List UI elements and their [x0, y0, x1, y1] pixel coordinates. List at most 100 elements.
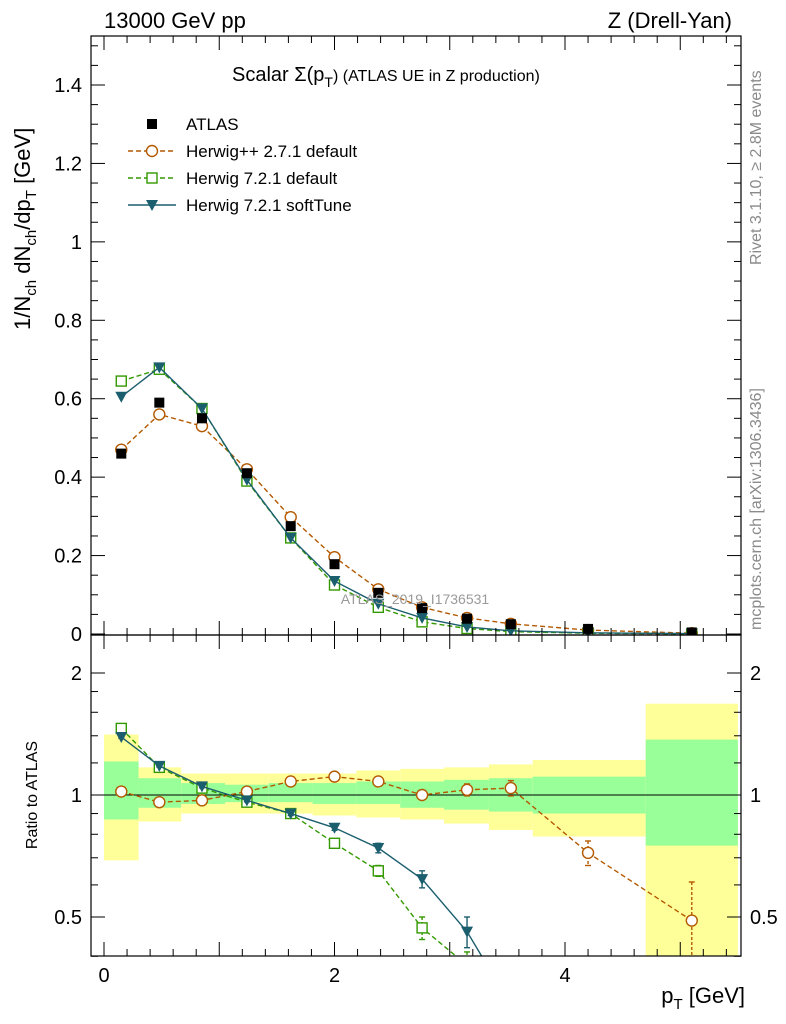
main-point	[115, 391, 128, 403]
main-y-tick-label: 1.4	[54, 75, 82, 97]
ratio-point	[115, 722, 127, 735]
main-point	[154, 397, 165, 408]
main-y-tick-label: 0	[71, 624, 82, 646]
ratio-point	[115, 785, 128, 798]
ratio-point	[372, 865, 384, 877]
ratio-band-inner	[312, 783, 357, 805]
ratio-point	[195, 781, 208, 793]
ylabel-part-5: T	[23, 190, 40, 199]
main-y-tick-label: 0.4	[54, 467, 82, 489]
ratio-point	[460, 783, 474, 796]
main-point	[241, 468, 252, 479]
main-point	[284, 532, 297, 544]
main-point	[505, 619, 516, 630]
header-right: Z (Drell-Yan)	[608, 8, 732, 33]
watermark: ATLAS_2019_I1736531	[341, 591, 490, 607]
xlabel-suffix: [GeV]	[683, 983, 745, 1008]
legend-marker	[146, 172, 158, 184]
ratio-point	[328, 770, 341, 783]
main-point	[153, 362, 166, 374]
main-y-tick-label: 1.2	[54, 153, 82, 175]
ratio-y-tick-label-right: 0.5	[750, 907, 778, 929]
legend: ATLAS Herwig++ 2.7.1 default Herwig 7.2.1 …	[128, 115, 357, 215]
main-point	[328, 576, 341, 588]
ratio-y-tick-label-left: 1	[71, 785, 82, 807]
ratio-y-tick-label-right: 1	[750, 785, 761, 807]
main-plot-title: Scalar Σ(pT) (ATLAS UE in Z production)	[232, 64, 540, 90]
main-point	[285, 521, 296, 532]
ylabel-part-6: [GeV]	[10, 128, 35, 190]
ratio-series-line	[120, 736, 483, 956]
ratio-point	[240, 795, 253, 807]
ratio-band-inner	[645, 739, 738, 846]
ratio-plot-area	[91, 703, 741, 956]
x-axis-label: pT [GeV]	[661, 983, 745, 1013]
ratio-y-tick-label-right: 2	[750, 663, 761, 685]
legend-marker	[147, 119, 157, 129]
header-left: 13000 GeV pp	[104, 8, 246, 33]
main-point	[686, 627, 697, 635]
axes: 0 0.2 0.4 0.6 0.8 1 1.2 1.4 0 2 4 0.5 0.5 1 1 2 2	[54, 35, 778, 987]
xlabel-sub: T	[673, 996, 682, 1013]
main-plot-area	[115, 362, 698, 635]
main-point	[116, 448, 127, 459]
ratio-point	[685, 914, 698, 927]
main-point	[329, 559, 340, 570]
ratio-band-inner	[268, 783, 313, 803]
ratio-point	[328, 822, 341, 834]
ratio-point	[195, 794, 209, 807]
legend-label: Herwig++ 2.7.1 default	[186, 142, 357, 161]
rivet-label: Rivet 3.1.10, ≥ 2.8M events	[748, 70, 765, 265]
main-point	[462, 613, 473, 624]
ratio-point	[416, 874, 429, 886]
main-point	[284, 510, 297, 524]
main-y-tick-label: 0.8	[54, 310, 82, 332]
ratio-point	[372, 842, 385, 854]
ratio-point	[461, 926, 474, 938]
legend-label: Herwig 7.2.1 softTune	[186, 196, 352, 215]
ylabel-part-0: 1/N	[10, 296, 35, 330]
ylabel-part-4: /dp	[10, 199, 35, 230]
ylabel-part-3: ch	[23, 230, 40, 246]
main-point	[115, 375, 127, 387]
ratio-point	[504, 781, 518, 795]
ylabel-part-1: ch	[23, 280, 40, 296]
ratio-point	[153, 760, 166, 772]
legend-marker	[145, 144, 159, 158]
ratio-point	[581, 846, 595, 860]
mcplots-label: mcplots.cern.ch [arXiv:1306.3436]	[748, 388, 765, 630]
main-point	[373, 587, 384, 598]
main-series-line	[120, 413, 692, 634]
title-suffix: ) (ATLAS UE in Z production)	[333, 68, 540, 85]
main-point	[417, 603, 428, 614]
ratio-point	[284, 775, 297, 788]
x-tick-label: 4	[559, 965, 570, 987]
ratio-y-axis-label: Ratio to ATLAS	[24, 741, 41, 849]
ratio-y-tick-label-left: 2	[71, 663, 82, 685]
ratio-point	[328, 837, 341, 850]
main-point	[416, 612, 429, 624]
ratio-band-inner	[356, 781, 401, 805]
main-point	[196, 413, 207, 424]
ratio-y-tick-label-left: 0.5	[54, 907, 82, 929]
title-prefix: Scalar Σ(p	[232, 64, 324, 86]
main-y-tick-label: 0.6	[54, 389, 82, 411]
main-point	[372, 598, 385, 610]
main-point	[195, 403, 208, 415]
main-y-axis-label: 1/Nch dNch/dpT [GeV]	[10, 128, 40, 330]
ratio-point	[372, 775, 385, 788]
main-point	[461, 621, 474, 633]
main-y-tick-label: 0.2	[54, 546, 82, 568]
legend-label: ATLAS	[186, 115, 239, 134]
title-sub: T	[324, 74, 333, 90]
ratio-point	[415, 788, 429, 802]
x-tick-label: 0	[98, 965, 109, 987]
x-tick-label: 2	[329, 965, 340, 987]
main-y-tick-label: 1	[71, 232, 82, 254]
main-point	[153, 408, 166, 421]
legend-label: Herwig 7.2.1 default	[186, 169, 337, 188]
ylabel-part-2: dN	[10, 246, 35, 280]
xlabel-main: p	[661, 983, 673, 1008]
ratio-series-line	[120, 727, 457, 956]
